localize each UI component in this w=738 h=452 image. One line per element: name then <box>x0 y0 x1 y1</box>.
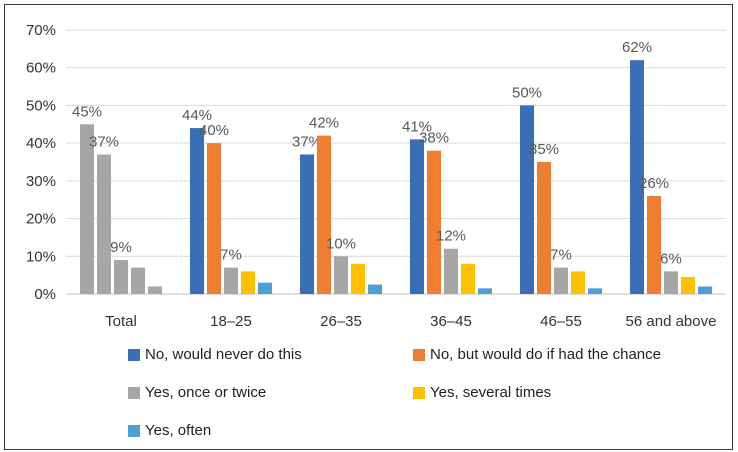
data-label: 12% <box>436 228 466 245</box>
data-label: 6% <box>660 250 682 267</box>
data-label: 62% <box>622 39 652 56</box>
legend-label: Yes, often <box>145 422 212 439</box>
y-tick-label: 40% <box>26 135 56 152</box>
legend-label: No, but would do if had the chance <box>430 346 661 363</box>
bar <box>114 260 128 294</box>
data-label: 37% <box>292 133 322 150</box>
legend-swatch <box>128 348 140 361</box>
y-tick-label: 0% <box>34 286 56 303</box>
x-tick-label: 46–55 <box>540 313 582 330</box>
data-label: 40% <box>199 122 229 139</box>
bar <box>80 124 94 295</box>
data-label: 44% <box>182 107 212 124</box>
bar <box>647 195 661 294</box>
bar <box>664 271 678 294</box>
bar <box>461 263 475 294</box>
data-label: 7% <box>220 247 242 264</box>
x-tick-label: 56 and above <box>626 313 717 330</box>
data-label: 38% <box>419 130 449 147</box>
data-label: 9% <box>110 239 132 256</box>
legend-label: Yes, several times <box>430 384 552 401</box>
chart-frame <box>4 4 733 450</box>
y-tick-label: 10% <box>26 248 56 265</box>
y-tick-label: 50% <box>26 97 56 114</box>
bar <box>258 282 272 294</box>
bar <box>317 135 331 294</box>
legend-label: Yes, once or twice <box>145 384 267 401</box>
bar <box>300 154 314 294</box>
bar <box>190 128 204 294</box>
bar <box>698 286 712 294</box>
bar <box>148 286 162 294</box>
y-tick-label: 20% <box>26 211 56 228</box>
data-label: 35% <box>529 141 559 158</box>
legend-swatch <box>128 386 140 399</box>
legend-item-several-times: Yes, several times <box>413 384 551 401</box>
legend-item-would-if-chance: No, but would do if had the chance <box>413 346 661 363</box>
data-label: 41% <box>402 118 432 135</box>
bar <box>224 267 238 294</box>
bar <box>131 267 145 294</box>
data-label: 50% <box>512 84 542 101</box>
data-label: 10% <box>326 235 356 252</box>
bar <box>554 267 568 294</box>
legend-item-once-or-twice: Yes, once or twice <box>128 384 266 401</box>
bar <box>520 105 534 294</box>
bar <box>241 271 255 294</box>
y-tick-label: 30% <box>26 173 56 190</box>
data-label: 37% <box>89 133 119 150</box>
legend-item-often: Yes, often <box>128 422 211 439</box>
x-tick-label: 26–35 <box>320 313 362 330</box>
bar <box>334 256 348 294</box>
x-tick-label: 36–45 <box>430 313 472 330</box>
bar <box>351 263 365 294</box>
bar <box>444 248 458 294</box>
bar <box>571 271 585 294</box>
bar <box>368 284 382 294</box>
legend-label: No, would never do this <box>145 346 302 363</box>
bar <box>537 162 551 294</box>
bar <box>478 288 492 294</box>
legend-item-never: No, would never do this <box>128 346 302 363</box>
data-label: 7% <box>550 247 572 264</box>
bar <box>681 277 695 294</box>
data-label: 42% <box>309 115 339 132</box>
bar <box>427 150 441 294</box>
bar <box>410 139 424 294</box>
legend-swatch <box>413 386 425 399</box>
legend-swatch <box>413 348 425 361</box>
y-tick-label: 70% <box>26 22 56 39</box>
bar <box>588 288 602 294</box>
bar <box>97 154 111 294</box>
data-label: 45% <box>72 103 102 120</box>
x-tick-label: 18–25 <box>210 313 252 330</box>
data-label: 26% <box>639 175 669 192</box>
bar <box>207 143 221 294</box>
legend-swatch <box>128 424 140 437</box>
y-tick-label: 60% <box>26 60 56 77</box>
bar <box>630 60 644 294</box>
x-tick-label: Total <box>105 313 137 330</box>
